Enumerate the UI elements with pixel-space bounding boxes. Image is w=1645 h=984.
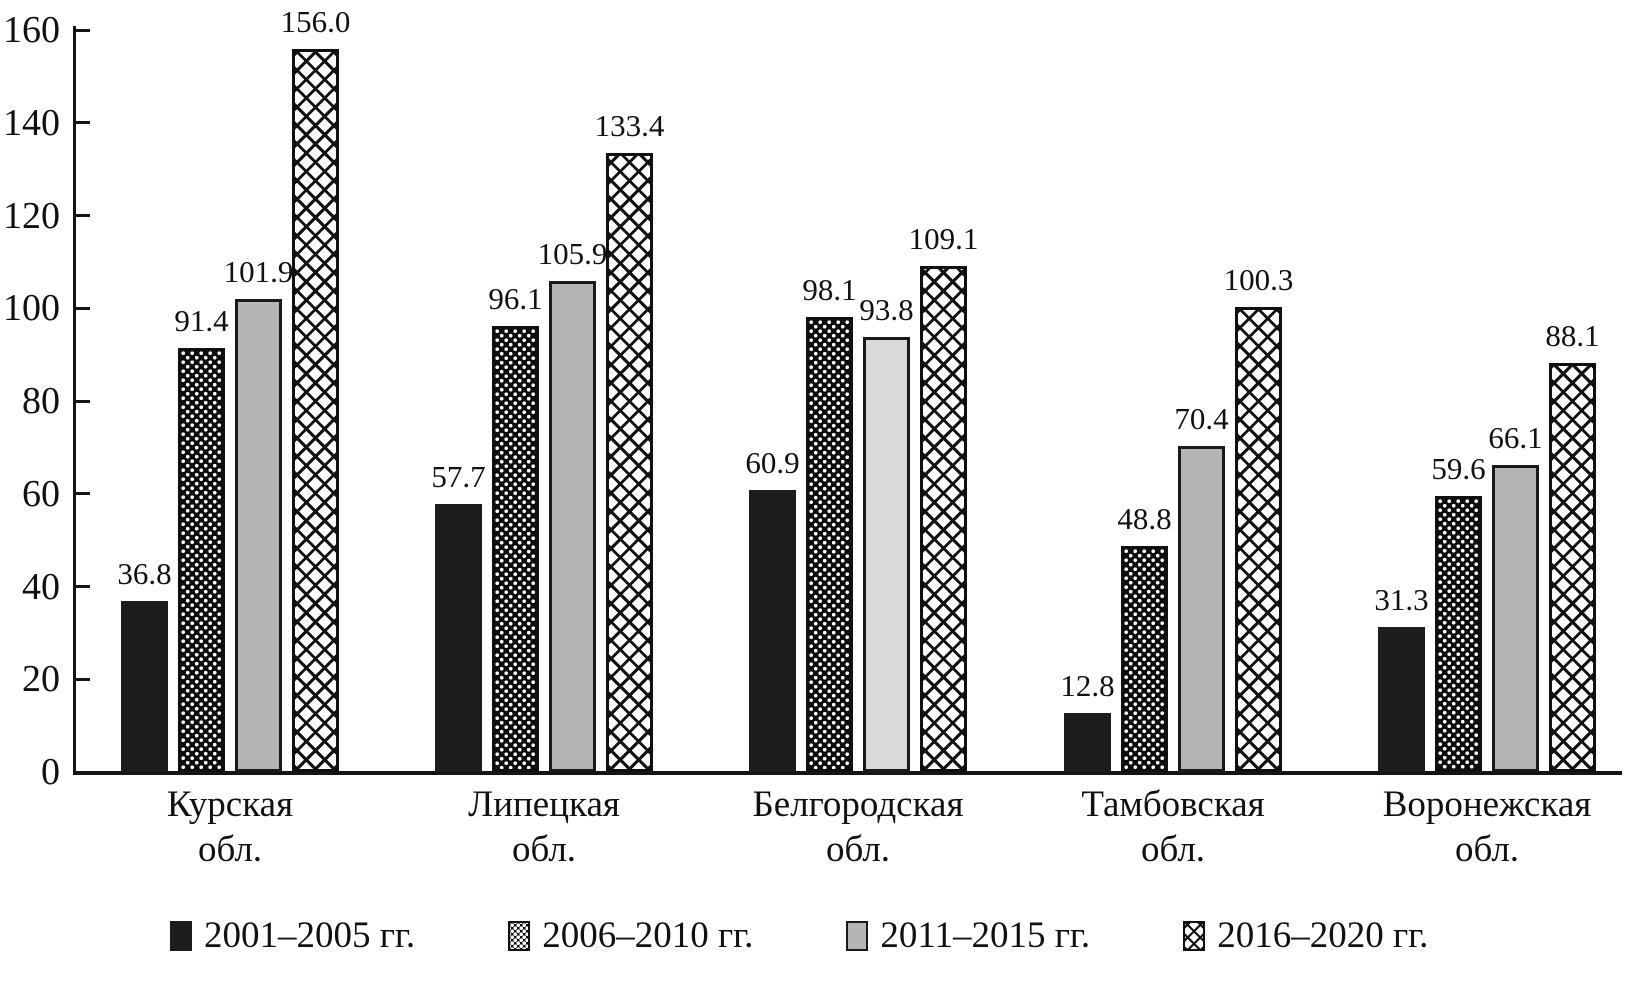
y-tick-mark [73, 399, 90, 403]
x-category-label: Белгородская обл. [718, 782, 998, 872]
bar-value-label: 12.8 [1060, 667, 1115, 703]
bar-gray-cat0 [235, 299, 282, 772]
bar-solid-cat0 [121, 601, 168, 772]
bar-solid-cat4 [1378, 626, 1425, 772]
y-tick-label: 140 [3, 101, 60, 144]
y-tick-mark [73, 492, 90, 496]
y-tick-mark [73, 677, 90, 681]
legend-marker-gray-swatch-icon [846, 921, 869, 951]
x-category-label-line: Воронежская [1382, 784, 1592, 825]
legend-marker-weave-swatch-icon [1183, 921, 1206, 951]
bar-value-label: 109.1 [908, 221, 979, 257]
x-category-label-line: обл. [1140, 829, 1206, 870]
x-category-label: Тамбовская обл. [1033, 782, 1313, 872]
bar-weave-cat0 [292, 48, 339, 772]
bar-weave-cat2 [920, 266, 967, 772]
legend-marker-dots-swatch-icon [508, 921, 531, 951]
x-category-label-line: Липецкая [468, 784, 620, 825]
bar-weave-cat4 [1549, 363, 1596, 772]
bar-value-label: 101.9 [223, 254, 294, 290]
x-category-label-line: обл. [511, 829, 577, 870]
bar-value-label: 59.6 [1431, 450, 1486, 486]
x-category-label: Липецкая обл. [404, 782, 684, 872]
bar-value-label: 88.1 [1545, 318, 1600, 354]
legend-label: 2001–2005 гг. [204, 915, 416, 956]
bar-dots-cat4 [1435, 495, 1482, 772]
legend-label: 2016–2020 гг. [1217, 915, 1429, 956]
bar-value-label: 105.9 [537, 235, 608, 271]
bar-value-label: 133.4 [594, 108, 665, 144]
bar-gray-cat1 [549, 280, 596, 772]
bar-value-label: 100.3 [1223, 261, 1294, 297]
x-axis-line [73, 771, 1622, 775]
x-category-label-line: обл. [1454, 829, 1520, 870]
bar-dots-cat2 [806, 317, 853, 772]
x-category-label-line: Тамбовская [1081, 784, 1265, 825]
y-tick-mark [73, 585, 90, 588]
bar-dots-cat1 [492, 326, 539, 772]
bar-value-label: 36.8 [117, 556, 172, 592]
y-tick-mark [73, 306, 90, 310]
y-tick-label: 60 [22, 472, 60, 515]
bar-solid-cat1 [435, 504, 482, 772]
bar-value-label: 96.1 [488, 281, 543, 317]
legend-label: 2011–2015 гг. [880, 915, 1091, 956]
bar-gray-cat4 [1492, 465, 1539, 772]
y-tick-label: 0 [41, 751, 60, 793]
x-category-label: Курская обл. [90, 782, 370, 872]
legend-item-solid: 2001–2005 гг. [170, 916, 415, 956]
bar-value-label: 91.4 [174, 303, 229, 339]
bar-value-label: 156.0 [280, 3, 351, 39]
bar-dots-cat0 [178, 348, 225, 772]
bar-gray-cat3 [1178, 445, 1225, 772]
y-tick-label: 120 [3, 194, 60, 237]
bar-dots-cat3 [1121, 545, 1168, 772]
x-category-label-line: Курская [166, 784, 294, 825]
y-tick-label: 80 [22, 380, 60, 422]
bar-weave-cat1 [606, 153, 653, 772]
y-tick-mark [73, 28, 90, 32]
y-tick-label: 20 [22, 658, 60, 701]
legend-label: 2006–2010 гг. [542, 915, 754, 956]
x-category-label: Воронежская обл. [1347, 782, 1627, 872]
bar-value-label: 93.8 [859, 292, 914, 327]
x-category-label-line: Белгородская [752, 784, 964, 825]
legend-item-gray: 2011–2015 гг. [846, 916, 1090, 956]
legend-marker-solid-swatch-icon [170, 921, 192, 951]
x-category-label-line: обл. [197, 829, 263, 870]
bar-solid-cat3 [1064, 712, 1111, 772]
chart-legend: 2001–2005 гг. 2006–2010 гг. 2011–2015 гг. 2… [170, 916, 1428, 956]
y-tick-mark [73, 121, 90, 125]
bar-value-label: 60.9 [745, 444, 800, 480]
legend-item-dots: 2006–2010 гг. [508, 916, 753, 956]
bar-weave-cat3 [1235, 306, 1282, 772]
y-tick-label: 40 [22, 565, 60, 608]
bar-value-label: 48.8 [1117, 500, 1172, 536]
bar-gray-cat2 [863, 337, 910, 772]
bar-solid-cat2 [749, 489, 796, 772]
bar-value-label: 31.3 [1374, 581, 1429, 617]
y-tick-label: 100 [3, 287, 60, 330]
legend-item-weave: 2016–2020 гг. [1183, 916, 1428, 956]
y-tick-label: 160 [3, 9, 60, 51]
bar-value-label: 57.7 [431, 459, 486, 495]
x-category-label-line: обл. [825, 829, 891, 870]
bar-value-label: 98.1 [802, 272, 857, 308]
bar-value-label: 70.4 [1174, 400, 1229, 436]
y-tick-mark [73, 214, 90, 217]
bar-value-label: 66.1 [1488, 420, 1543, 456]
